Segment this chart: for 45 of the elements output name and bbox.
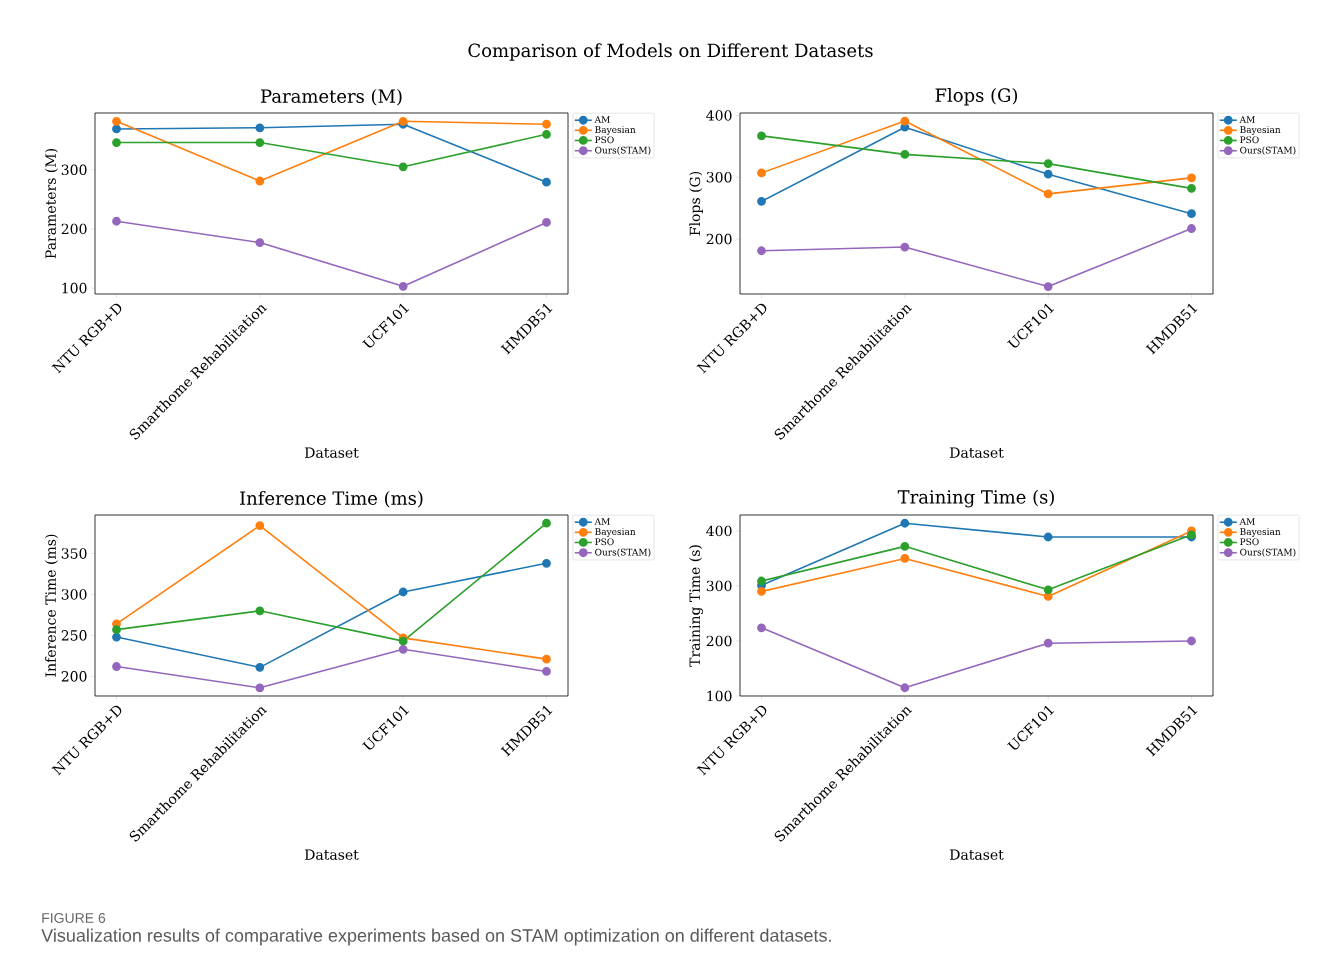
legend-label: PSO [595, 136, 614, 144]
legend-label: Ours(STAM) [1240, 548, 1296, 557]
legend-label: Bayesian [595, 126, 636, 135]
chart-title: Parameters (M) [260, 88, 402, 106]
caption: FIGURE 6 [42, 913, 106, 923]
y-axis-title: Flops (G) [689, 171, 703, 236]
y-tick-label: 200 [706, 233, 732, 245]
y-tick-label: 300 [706, 171, 732, 183]
y-tick-label: 200 [61, 223, 87, 235]
x-axis-title: Dataset [304, 447, 359, 458]
text: Visualization results of comparative experiments based on STAM optimization on different datasets. [41, 928, 831, 946]
y-tick-label: 100 [707, 690, 732, 702]
y-tick-label: 200 [61, 671, 87, 682]
legend-label: Ours(STAM) [1240, 146, 1296, 155]
text: Comparison of Models on Different Datasets [468, 43, 873, 61]
y-tick-label: 200 [706, 635, 732, 647]
y-tick-label: 300 [61, 589, 87, 600]
chart-title: Training Time (s) [897, 489, 1054, 508]
legend-label: Bayesian [1240, 528, 1281, 537]
y-axis-title: Training Time (s) [689, 545, 703, 667]
legend-label: PSO [1240, 538, 1259, 546]
x-axis-title: Dataset [949, 849, 1004, 860]
x-axis-title: Dataset [949, 447, 1004, 458]
legend-label: Ours(STAM) [595, 548, 651, 557]
legend-label: Ours(STAM) [595, 146, 651, 155]
y-axis-title: Parameters (M) [45, 149, 58, 259]
legend-label: Bayesian [1240, 126, 1281, 135]
legend-label: PSO [1240, 136, 1259, 144]
y-tick-label: 400 [706, 110, 732, 121]
y-axis-title: Inference Time (ms) [45, 534, 58, 677]
y-tick-label: 350 [61, 548, 87, 559]
y-tick-label: 400 [706, 525, 732, 537]
legend-label: AM [1239, 116, 1255, 123]
x-axis-title: Dataset [304, 849, 359, 860]
y-tick-label: 300 [61, 164, 87, 176]
legend-label: Bayesian [595, 528, 636, 537]
legend-label: AM [1239, 518, 1255, 525]
legend-label: AM [594, 116, 610, 123]
y-tick-label: 250 [61, 630, 87, 641]
legend-label: AM [594, 518, 610, 525]
y-tick-label: 100 [62, 282, 87, 294]
chart-title: Flops (G) [935, 88, 1018, 106]
y-tick-label: 300 [706, 580, 732, 592]
legend-label: PSO [595, 538, 614, 546]
chart-title: Inference Time (ms) [240, 490, 423, 508]
